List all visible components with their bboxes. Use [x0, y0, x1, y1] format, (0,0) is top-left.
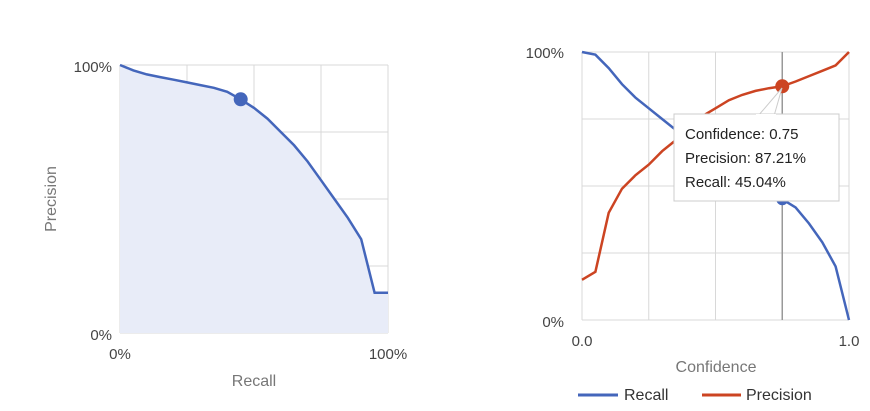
tooltip-confidence: Confidence: 0.75	[685, 126, 798, 143]
left-x-tick-left: 0%	[109, 346, 131, 363]
pr-curve-chart: 100% 0% 0% 100% Recall Precision	[43, 59, 407, 390]
legend: Recall Precision	[578, 387, 812, 404]
left-y-tick-bottom: 0%	[90, 327, 112, 344]
pr-curve-line	[119, 63, 388, 295]
tooltip-precision: Precision: 87.21%	[685, 150, 806, 167]
tooltip-recall: Recall: 45.04%	[685, 174, 786, 191]
legend-precision-label: Precision	[746, 387, 812, 404]
right-x-tick-left: 0.0	[572, 333, 593, 350]
tooltip: Confidence: 0.75 Precision: 87.21% Recal…	[673, 87, 840, 202]
precision-line	[581, 51, 850, 281]
left-y-tick-top: 100%	[74, 59, 112, 76]
left-x-tick-right: 100%	[369, 346, 407, 363]
right-y-tick-bottom: 0%	[542, 314, 564, 331]
right-x-axis-title: Confidence	[676, 359, 757, 376]
tooltip-pointer-mask	[756, 114, 776, 116]
left-y-axis-title: Precision	[43, 166, 60, 232]
right-y-tick-top: 100%	[526, 45, 564, 62]
right-x-tick-right: 1.0	[839, 333, 860, 350]
tooltip-box	[673, 113, 840, 202]
precision-highlight-point[interactable]	[775, 79, 790, 94]
pr-highlight-point[interactable]	[233, 92, 248, 107]
left-x-axis-title: Recall	[232, 373, 276, 390]
tooltip-pointer	[756, 87, 783, 117]
confidence-chart: 100% 0% 0.0 1.0 Confidence Recall Precis…	[526, 45, 860, 404]
pr-area-fill	[120, 65, 388, 333]
legend-recall-label: Recall	[624, 387, 668, 404]
